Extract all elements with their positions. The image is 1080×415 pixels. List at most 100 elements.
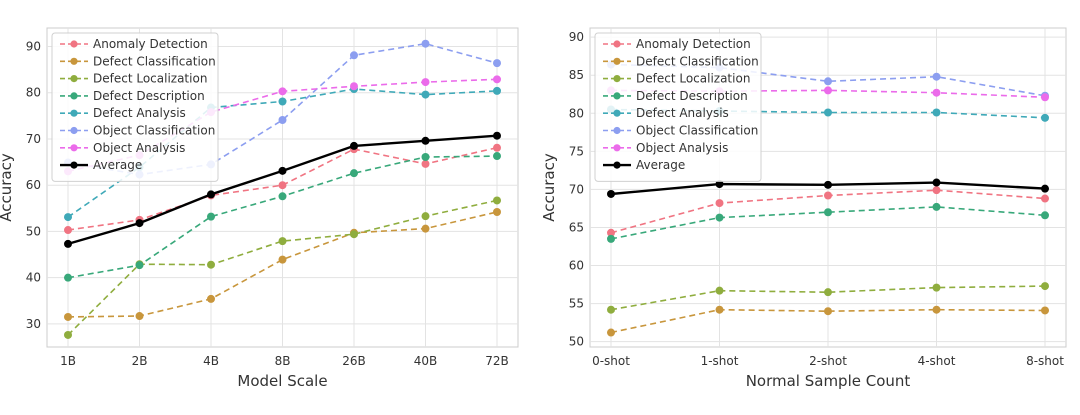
- data-point-object-analysis: [824, 86, 832, 95]
- legend-label-defect-classification: Defect Classification: [636, 54, 759, 68]
- data-point-defect-analysis: [421, 90, 430, 99]
- data-point-object-classification: [824, 77, 832, 86]
- data-point-defect-classification: [824, 307, 832, 316]
- data-point-defect-description: [607, 234, 615, 243]
- data-point-defect-analysis: [493, 86, 501, 95]
- data-point-object-analysis: [350, 82, 358, 91]
- data-point-defect-localization: [607, 305, 615, 314]
- x-tick-label: 40B: [414, 354, 438, 368]
- y-tick-label: 70: [26, 132, 41, 146]
- data-point-object-classification: [421, 39, 430, 48]
- x-tick-label: 8B: [275, 354, 291, 368]
- data-point-defect-localization: [207, 260, 215, 269]
- x-tick-label: 72B: [485, 354, 509, 368]
- y-tick-label: 90: [569, 30, 584, 44]
- data-point-average: [64, 239, 72, 248]
- data-point-average: [207, 190, 215, 199]
- data-point-defect-classification: [607, 328, 615, 337]
- data-point-average: [715, 180, 724, 189]
- data-point-average: [1041, 184, 1049, 193]
- legend-marker-object-analysis: [613, 144, 621, 152]
- x-tick-label: 4-shot: [918, 354, 956, 368]
- data-point-anomaly-detection: [493, 143, 501, 152]
- legend-label-object-classification: Object Classification: [636, 124, 758, 138]
- legend-label-object-classification: Object Classification: [93, 124, 215, 138]
- y-tick-label: 75: [569, 144, 584, 158]
- data-point-defect-description: [278, 192, 287, 201]
- legend-label-object-analysis: Object Analysis: [636, 141, 728, 155]
- x-tick-label: 8-shot: [1026, 354, 1064, 368]
- chart-normal-sample-count: 50 55 60 65 70 75 80 85 90 0-shot 1-shot 2-shot 4-sh…: [540, 27, 1067, 390]
- legend-box: [51, 32, 219, 182]
- y-tick-label: 70: [569, 182, 584, 196]
- data-point-object-classification: [932, 72, 941, 81]
- data-point-defect-classification: [932, 305, 941, 314]
- y-tick-label: 30: [26, 317, 41, 331]
- data-point-object-classification: [278, 116, 287, 125]
- series-line-defect-description: [610, 206, 1046, 240]
- data-point-defect-description: [135, 261, 144, 270]
- series-defect-classification: [607, 305, 1049, 337]
- data-point-defect-classification: [64, 312, 72, 321]
- data-point-object-analysis: [1041, 93, 1049, 102]
- data-point-anomaly-detection: [824, 191, 832, 200]
- x-axis-label: Normal Sample Count: [746, 372, 911, 390]
- legend-box: [594, 32, 762, 182]
- data-point-defect-localization: [278, 237, 287, 246]
- data-point-average: [278, 166, 287, 175]
- y-tick-label: 60: [569, 259, 584, 273]
- legend-marker-anomaly-detection: [613, 40, 621, 48]
- legend-marker-object-classification: [613, 126, 621, 135]
- data-point-object-classification: [493, 59, 501, 68]
- series-line-defect-localization: [610, 285, 1046, 311]
- data-point-defect-classification: [715, 305, 724, 314]
- data-point-defect-localization: [1041, 282, 1049, 291]
- data-point-average: [493, 131, 501, 140]
- legend-marker-defect-localization: [70, 75, 78, 83]
- data-point-object-classification: [350, 51, 358, 60]
- legend-marker-average: [613, 161, 621, 169]
- series-anomaly-detection: [607, 186, 1049, 237]
- data-point-anomaly-detection: [607, 228, 615, 237]
- data-point-anomaly-detection: [64, 226, 72, 235]
- legend-marker-defect-description: [70, 92, 78, 100]
- data-point-average: [421, 136, 430, 145]
- data-point-defect-analysis: [932, 108, 941, 117]
- data-point-object-analysis: [932, 88, 941, 97]
- data-point-defect-description: [207, 212, 215, 221]
- series-average: [607, 178, 1049, 198]
- data-point-average: [135, 219, 144, 228]
- legend-label-anomaly-detection: Anomaly Detection: [93, 37, 208, 51]
- series-defect-localization: [607, 282, 1049, 314]
- data-point-defect-localization: [824, 288, 832, 297]
- x-tick-label: 2B: [132, 354, 148, 368]
- legend-label-defect-description: Defect Description: [93, 89, 205, 103]
- legend-label-object-analysis: Object Analysis: [93, 141, 185, 155]
- legend-marker-defect-analysis: [70, 109, 78, 117]
- x-tick-label: 1-shot: [701, 354, 739, 368]
- data-point-anomaly-detection: [1041, 194, 1049, 203]
- y-tick-label: 80: [569, 106, 584, 120]
- legend-marker-anomaly-detection: [70, 40, 78, 48]
- legend-marker-average: [70, 161, 78, 169]
- legend-label-defect-analysis: Defect Analysis: [636, 106, 729, 120]
- data-point-defect-description: [824, 208, 832, 217]
- y-tick-label: 60: [26, 178, 41, 192]
- data-point-defect-localization: [350, 230, 358, 239]
- x-tick-label: 0-shot: [592, 354, 630, 368]
- legend-label-defect-description: Defect Description: [636, 89, 748, 103]
- data-point-object-analysis: [421, 78, 430, 87]
- legend-label-defect-localization: Defect Localization: [636, 72, 750, 86]
- x-tick-label: 4B: [203, 354, 219, 368]
- legend-marker-object-analysis: [70, 144, 78, 152]
- legend-marker-defect-localization: [613, 75, 621, 83]
- data-point-object-analysis: [493, 75, 501, 84]
- data-point-defect-classification: [135, 312, 144, 321]
- data-point-defect-description: [715, 213, 724, 222]
- x-axis-label: Model Scale: [237, 372, 327, 390]
- y-axis-label: Accuracy: [540, 153, 558, 222]
- data-point-defect-localization: [64, 330, 72, 339]
- legend-label-anomaly-detection: Anomaly Detection: [636, 37, 751, 51]
- data-point-defect-classification: [1041, 306, 1049, 315]
- data-point-defect-description: [493, 152, 501, 161]
